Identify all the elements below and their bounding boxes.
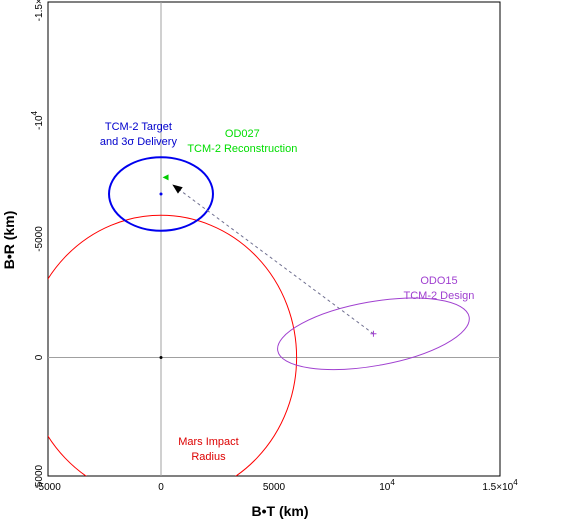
x-tick-exponent: 4 — [513, 478, 518, 487]
tcm2-target-label-line: and 3σ Delivery — [100, 136, 178, 148]
od015-label: ODO15 TCM-2 Design — [404, 275, 475, 302]
trajectory-line — [172, 184, 373, 333]
plot-frame — [48, 2, 500, 476]
trajectory-arrowhead — [172, 184, 182, 193]
tcm2-target-label: TCM-2 Target and 3σ Delivery — [100, 121, 178, 148]
x-axis-label: B•T (km) — [251, 503, 308, 519]
y-tick-label: 0 — [34, 354, 45, 360]
y-tick-label: -5000 — [34, 226, 45, 252]
x-tick-label: 0 — [158, 482, 164, 493]
y-tick-exponent: 4 — [30, 111, 39, 116]
mars-impact-label-line: Radius — [191, 451, 226, 463]
od027-label: OD027 TCM-2 Reconstruction — [187, 128, 297, 155]
y-axis-label: B•R (km) — [1, 211, 17, 270]
y-tick-label: 5000 — [34, 464, 45, 487]
x-tick-exponent: 4 — [390, 478, 395, 487]
tcm2-target-point — [160, 192, 163, 195]
x-tick-label: 104 — [379, 478, 395, 493]
tcm2-target-label-line: TCM-2 Target — [105, 121, 172, 133]
y-tick-label: -104 — [30, 111, 45, 130]
tick-labels: TCM-2 Target and 3σ Delivery OD027 TCM-2 Re… — [30, 0, 518, 493]
od027-label-line: OD027 — [225, 128, 260, 140]
y-tick-label: -1.5×104 — [30, 0, 45, 21]
od015-label-line: ODO15 — [420, 275, 457, 287]
plot-area — [25, 2, 500, 500]
od015-label-line: TCM-2 Design — [404, 290, 475, 302]
origin-point — [160, 356, 163, 359]
od027-label-line: TCM-2 Reconstruction — [187, 143, 297, 155]
x-tick-label: 5000 — [263, 482, 286, 493]
x-tick-label: 1.5×104 — [482, 478, 518, 493]
od027-point — [163, 174, 169, 180]
mars-impact-label-line: Mars Impact — [178, 436, 239, 448]
mars-impact-label: Mars Impact Radius — [178, 436, 239, 463]
